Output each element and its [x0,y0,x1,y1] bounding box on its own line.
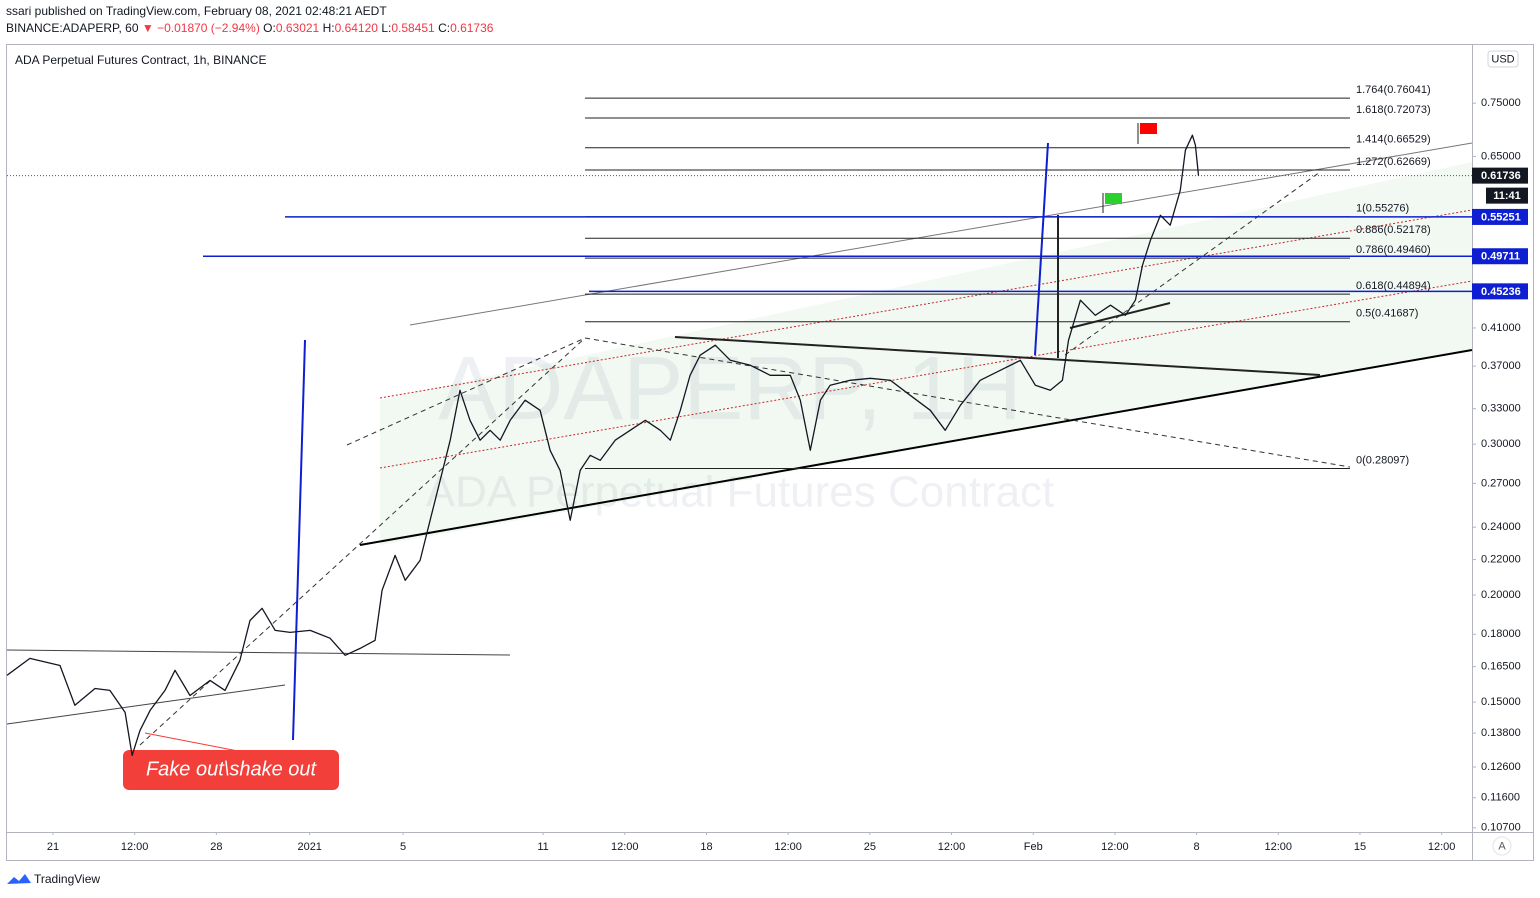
ohlc-key: H: [323,21,335,35]
scale-button[interactable] [1492,836,1512,856]
logo [7,874,31,884]
y-tick-label: 0.16500 [1481,661,1521,673]
fib-label: 1.272(0.62669) [1356,156,1431,168]
price-tag-label: 0.55251 [1481,211,1521,223]
trendline [1069,302,1171,329]
y-tick-label: 0.18000 [1481,628,1521,640]
y-tick-label: 0.33000 [1481,403,1521,415]
x-tick-label: 12:00 [611,841,639,853]
watermark: ADAPERP, 1H [438,339,1022,439]
fib-label: 1.414(0.66529) [1356,134,1431,146]
trendline [6,649,511,656]
frame [6,44,1534,861]
y-tick-label: 0.13800 [1481,727,1521,739]
ohlc-value: 0.64120 [335,21,379,35]
fib-label: 0.886(0.52178) [1356,224,1431,236]
fib-label: 0.618(0.44894) [1356,280,1431,292]
price-tag [1472,167,1528,184]
fib-label: 1.764(0.76041) [1356,84,1431,96]
x-tick-label: 11 [537,841,548,853]
y-tick-label: 0.65000 [1481,150,1521,162]
x-tick-label: 12:00 [1101,841,1129,853]
y-tick-label: 0.15000 [1481,696,1521,708]
price-tag-label: 0.49711 [1481,251,1520,263]
x-tick-label: 28 [210,841,222,853]
trendline [359,349,1473,546]
callout-text: Fake out\shake out [146,758,318,780]
price-line-series [6,134,1200,757]
y-tick-label: 0.30000 [1481,438,1521,450]
currency-button[interactable] [1487,50,1519,68]
x-tick-label: 12:00 [774,841,802,853]
footer: TradingView [34,872,100,886]
x-tick-label: 12:00 [121,841,149,853]
price-tag-label: 0.61736 [1481,170,1521,182]
x-tick-label: 2021 [297,841,321,853]
fib-label: 0.5(0.41687) [1356,308,1418,320]
ohlc-value: 0.61736 [450,21,494,35]
callout-line [144,732,239,752]
y-tick-label: 0.24000 [1481,521,1521,533]
flag [1105,193,1122,204]
x-tick-label: 15 [1354,841,1366,853]
price-tag-label: 0.45236 [1481,286,1521,298]
y-tick-label: 0.22000 [1481,553,1521,565]
x-tick-label: 12:00 [1428,841,1456,853]
trendline [674,336,1321,376]
symbol-line: BINANCE:ADAPERP, 60 ▼ −0.01870 (−2.94%) … [6,21,494,35]
symbol: BINANCE:ADAPERP, 60 [6,21,139,35]
dashed-line [1064,171,1321,356]
countdown-tag [1486,187,1528,204]
watermark: ADA Perpetual Futures Contract [426,468,1055,517]
currency-label[interactable]: USD [1491,53,1514,65]
ohlc-value: 0.63021 [276,21,320,35]
dashed-line [139,337,586,746]
callout-box [123,750,339,790]
y-tick-label: 0.37000 [1481,360,1521,372]
y-tick-label: 0.41000 [1481,322,1521,334]
publisher: ssari published on TradingView.com, Febr… [6,4,387,18]
fib-label: 0(0.28097) [1356,454,1409,466]
measure-line [292,339,306,741]
y-tick-label: 0.10700 [1481,822,1521,834]
ohlc-key: O: [263,21,276,35]
measure-line [1034,142,1049,356]
fib-label: 0.786(0.49460) [1356,244,1431,256]
change: −0.01870 (−2.94%) [157,21,260,35]
arrow: ▼ [142,21,154,35]
trendline [6,684,286,725]
scale-label[interactable]: A [1498,840,1506,852]
ohlc-value: 0.58451 [391,21,435,35]
trendline [379,280,1473,469]
y-tick-label: 0.12600 [1481,761,1521,773]
dashed-line [346,337,1351,468]
y-tick-label: 0.20000 [1481,589,1521,601]
countdown: 11:41 [1493,190,1521,202]
flag [1140,123,1157,134]
x-tick-label: 12:00 [938,841,966,853]
fib-label: 1(0.55276) [1356,203,1409,215]
x-tick-label: 5 [400,841,406,853]
price-tag [1472,208,1528,225]
x-tick-label: 21 [47,841,59,853]
x-tick-label: 12:00 [1265,841,1293,853]
x-tick-label: 25 [864,841,876,853]
y-tick-label: 0.75000 [1481,97,1521,109]
chart-title: ADA Perpetual Futures Contract, 1h, BINA… [15,53,266,67]
ohlc-key: C: [438,21,450,35]
fib-label: 1.618(0.72073) [1356,104,1431,116]
ohlc-key: L: [381,21,391,35]
price-tag [1472,248,1528,265]
y-tick-label: 0.11600 [1481,792,1520,804]
y-tick-label: 0.27000 [1481,477,1521,489]
price-tag [1472,283,1528,300]
x-tick-label: Feb [1024,841,1043,853]
x-tick-label: 8 [1194,841,1200,853]
x-tick-label: 18 [700,841,712,853]
trendline [379,209,1473,399]
